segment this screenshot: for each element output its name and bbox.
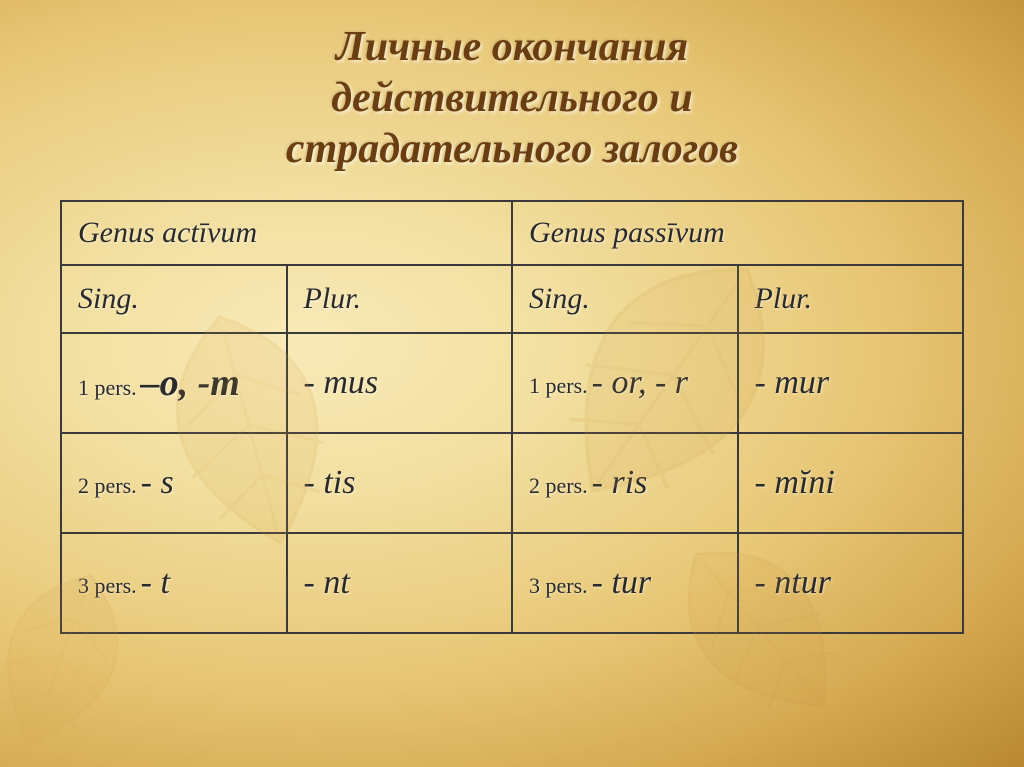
pers-label: 1 pers. [78,375,137,400]
cell-act-sing-2: 2 pers. - s [61,433,287,533]
header-activum: Genus actīvum [61,201,512,265]
ending-text: –o, -m [141,362,240,404]
pers-label: 1 pers. [529,373,588,398]
ending-text: - s [141,464,174,501]
title-line-3: страдательного залогов [286,126,738,172]
header-act-sing: Sing. [61,265,287,333]
cell-pas-plur-1: - mur [738,333,964,433]
ending-text: - ntur [755,564,832,601]
page-title: Личные окончания действительного и страд… [60,22,964,176]
pers-label: 2 pers. [78,473,137,498]
pers-label: 3 pers. [78,573,137,598]
header-pas-plur: Plur. [738,265,964,333]
cell-pas-sing-1: 1 pers. - or, - r [512,333,738,433]
table-row: 2 pers. - s - tis 2 pers. - ris - mĭni [61,433,963,533]
cell-act-plur-3: - nt [287,533,513,633]
title-line-2: действительного и [331,75,692,121]
header-act-plur: Plur. [287,265,513,333]
cell-act-plur-2: - tis [287,433,513,533]
cell-act-sing-1: 1 pers. –o, -m [61,333,287,433]
ending-text: - mur [755,364,830,401]
table-row: 1 pers. –o, -m - mus 1 pers. - or, - r -… [61,333,963,433]
ending-text: - tur [592,564,652,601]
table-row: Sing. Plur. Sing. Plur. [61,265,963,333]
ending-text: - tis [304,464,356,501]
ending-text: - or, - r [592,364,688,401]
cell-pas-sing-2: 2 pers. - ris [512,433,738,533]
ending-text: - mus [304,364,379,401]
pers-label: 3 pers. [529,573,588,598]
ending-text: - t [141,564,170,601]
pers-label: 2 pers. [529,473,588,498]
cell-act-plur-1: - mus [287,333,513,433]
title-line-1: Личные окончания [336,24,688,70]
slide-container: Личные окончания действительного и страд… [0,0,1024,634]
header-passivum: Genus passīvum [512,201,963,265]
header-pas-sing: Sing. [512,265,738,333]
cell-pas-plur-2: - mĭni [738,433,964,533]
cell-act-sing-3: 3 pers. - t [61,533,287,633]
ending-text: - mĭni [755,464,835,501]
table-row: Genus actīvum Genus passīvum [61,201,963,265]
table-row: 3 pers. - t - nt 3 pers. - tur - ntur [61,533,963,633]
ending-text: - ris [592,464,648,501]
endings-table: Genus actīvum Genus passīvum Sing. Plur.… [60,200,964,634]
ending-text: - nt [304,564,350,601]
cell-pas-sing-3: 3 pers. - tur [512,533,738,633]
cell-pas-plur-3: - ntur [738,533,964,633]
